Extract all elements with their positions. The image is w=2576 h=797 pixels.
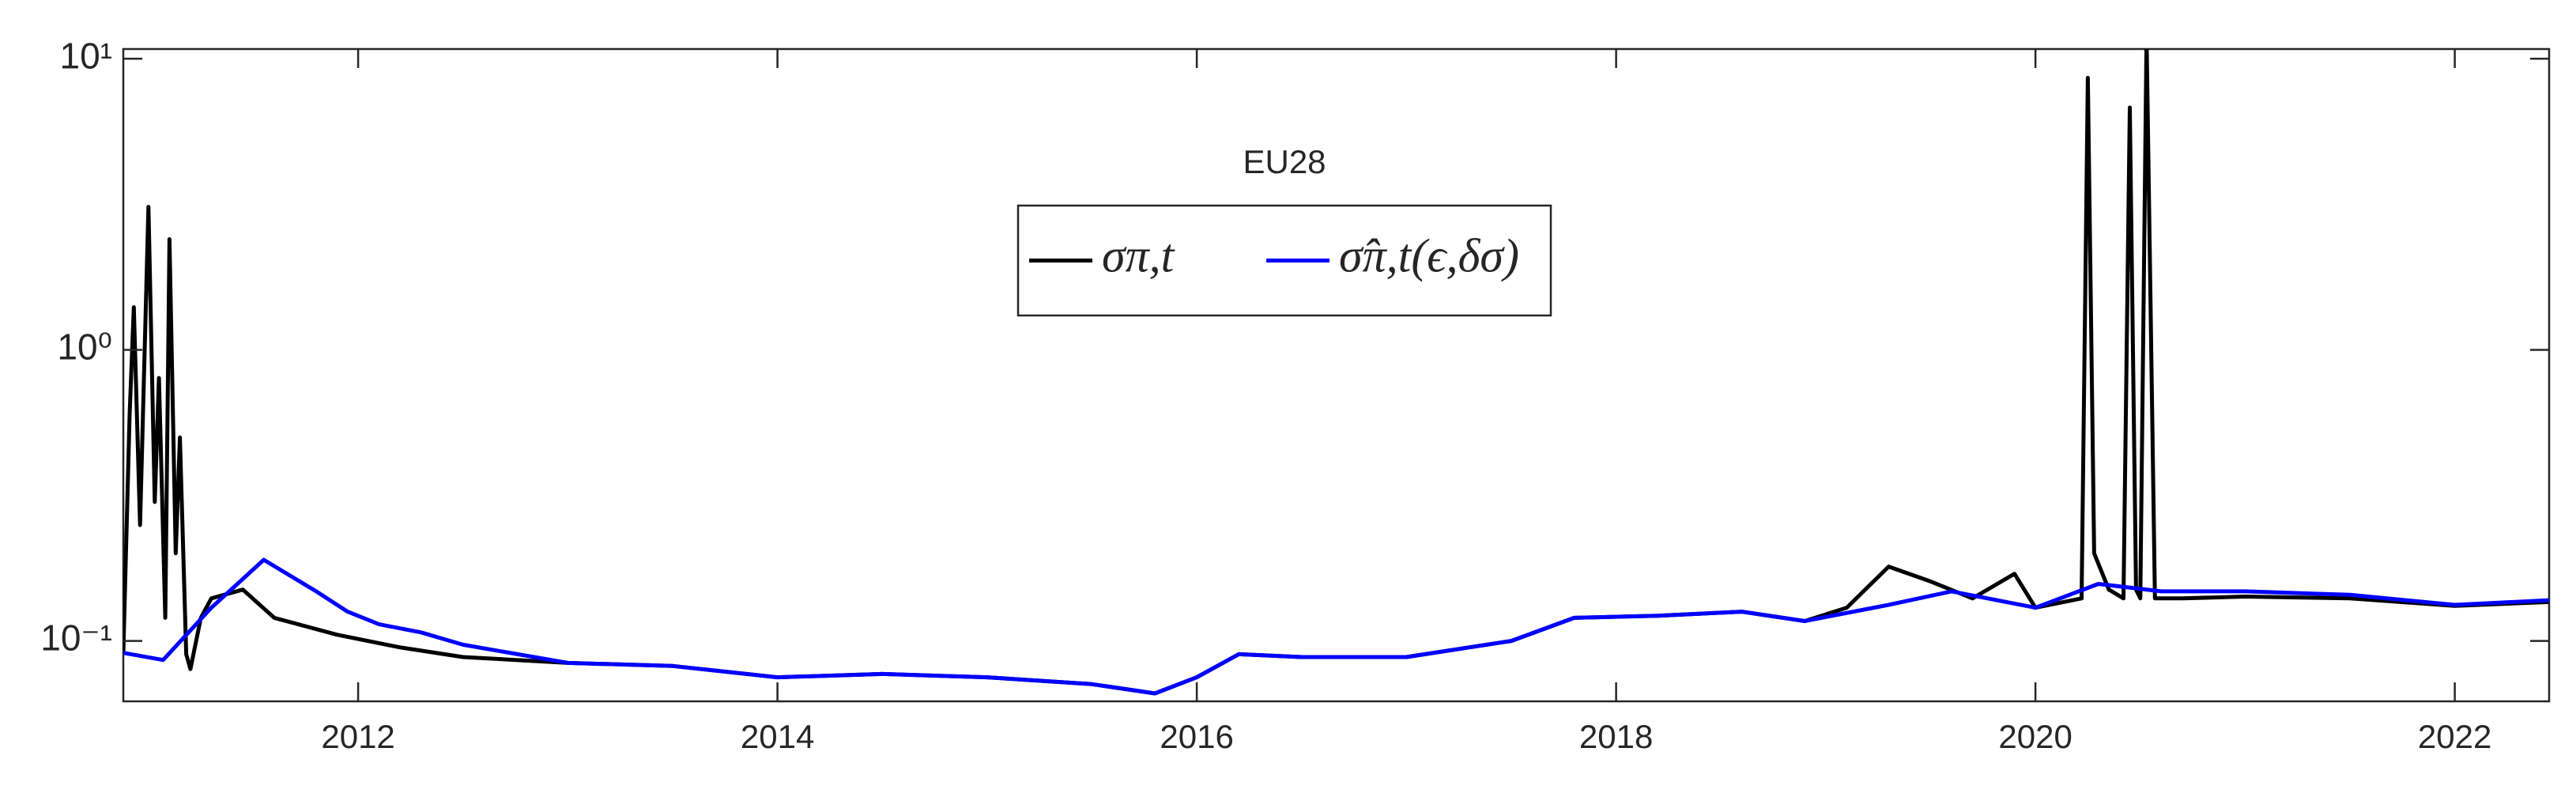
x-tick-label: 2016 [1160, 718, 1233, 755]
series-line [123, 557, 2549, 696]
y-tick-label: 10¹ [60, 35, 112, 76]
y-tick-label: 10⁻¹ [40, 618, 112, 659]
y-tick-label: 10⁰ [57, 327, 112, 368]
chart-title: EU28 [1243, 143, 1326, 180]
x-tick-label: 2012 [321, 718, 394, 755]
lines [123, 49, 2549, 696]
legend-label: σ̂π,t(ϵ,δσ) [1339, 229, 1519, 281]
x-tick-label: 2014 [741, 718, 814, 755]
x-tick-label: 2018 [1579, 718, 1653, 755]
x-tick-label: 2020 [1998, 718, 2072, 755]
legend-label: σπ,t [1102, 229, 1175, 281]
plot-area [122, 47, 2551, 703]
x-tick-label: 2022 [2418, 718, 2491, 755]
